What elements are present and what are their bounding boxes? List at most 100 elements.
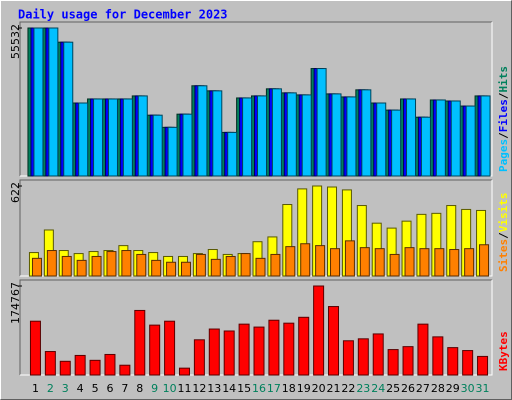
x-tick-label: 8: [136, 382, 143, 395]
panel-bevel: [19, 21, 492, 176]
bar: [193, 339, 205, 376]
bar: [33, 27, 44, 177]
bar: [300, 243, 311, 277]
bar: [450, 100, 461, 177]
x-tick-label: 24: [371, 382, 385, 395]
bar: [419, 248, 430, 277]
bar: [227, 131, 238, 177]
legend-entry: Sites: [497, 239, 510, 272]
x-tick-label: 21: [327, 382, 341, 395]
legend: Sites/Visits: [497, 193, 510, 273]
bar: [61, 255, 72, 277]
y-tick-label: 55532: [9, 24, 22, 59]
legend-entry: Pages: [497, 139, 510, 172]
bar: [464, 248, 475, 277]
bar: [271, 88, 282, 177]
bar: [134, 309, 146, 376]
bar: [149, 324, 161, 376]
x-tick-label: 25: [386, 382, 400, 395]
bar: [404, 247, 415, 277]
bar: [46, 250, 57, 277]
bar: [121, 250, 132, 277]
bar: [240, 253, 251, 277]
x-tick-label: 18: [282, 382, 296, 395]
x-tick-label: 6: [106, 382, 113, 395]
x-tick-label: 16: [252, 382, 266, 395]
bar: [106, 251, 117, 277]
panel-bevel: [19, 179, 492, 276]
legend: KBytes: [497, 331, 510, 371]
bar: [313, 285, 325, 376]
bar: [374, 248, 385, 277]
x-tick-label: 15: [237, 382, 251, 395]
bar: [346, 96, 357, 177]
bar: [122, 98, 133, 177]
bar: [372, 333, 384, 376]
x-tick-label: 31: [476, 382, 490, 395]
bar: [361, 89, 372, 177]
bar: [48, 27, 59, 177]
legend-entry: Hits: [497, 66, 510, 93]
panel-bevel: [19, 279, 492, 375]
bar: [78, 102, 89, 177]
x-tick-label: 14: [222, 382, 236, 395]
bar: [402, 346, 414, 376]
legend-separator: /: [497, 132, 510, 139]
bar: [151, 259, 162, 277]
legend-entry: Visits: [497, 193, 510, 233]
bar: [449, 249, 460, 277]
bar: [164, 320, 176, 376]
x-tick-label: 3: [62, 382, 69, 395]
bar: [342, 340, 354, 376]
bar: [107, 98, 118, 177]
bar: [285, 246, 296, 277]
bar: [93, 98, 104, 177]
bar: [208, 328, 220, 376]
legend: Pages/Files/Hits: [497, 66, 510, 172]
bar: [167, 126, 178, 177]
x-tick-label: 28: [431, 382, 445, 395]
bar: [268, 319, 280, 376]
bar: [270, 253, 281, 277]
bar: [435, 99, 446, 177]
bar: [195, 253, 206, 277]
x-tick-label: 17: [267, 382, 281, 395]
bar: [434, 248, 445, 277]
legend-entry: KBytes: [497, 331, 510, 371]
x-tick-label: 19: [297, 382, 311, 395]
x-tick-label: 26: [401, 382, 415, 395]
bar: [59, 360, 71, 376]
x-tick-label: 23: [356, 382, 370, 395]
bar: [152, 114, 163, 177]
bar: [477, 355, 489, 376]
bar: [197, 85, 208, 177]
bar: [137, 95, 148, 177]
x-tick-label: 11: [177, 382, 191, 395]
bar: [31, 257, 42, 277]
x-tick-label: 2: [47, 382, 54, 395]
bar: [301, 94, 312, 177]
bar: [166, 261, 177, 277]
bar: [44, 351, 56, 376]
bar: [253, 326, 265, 376]
bar: [391, 109, 402, 177]
legend-separator: /: [497, 232, 510, 239]
x-tick-label: 9: [151, 382, 158, 395]
bar: [344, 240, 355, 277]
x-tick-label: 30: [461, 382, 475, 395]
bar: [63, 41, 74, 177]
bar: [255, 257, 266, 277]
x-tick-label: 29: [446, 382, 460, 395]
bar: [286, 92, 297, 177]
bar: [480, 95, 491, 177]
bar: [238, 323, 250, 376]
bar: [387, 349, 399, 376]
x-tick-label: 12: [192, 382, 206, 395]
bar: [465, 105, 476, 177]
bar: [212, 90, 223, 177]
panel-bevel: [20, 180, 493, 277]
bar: [182, 113, 193, 177]
